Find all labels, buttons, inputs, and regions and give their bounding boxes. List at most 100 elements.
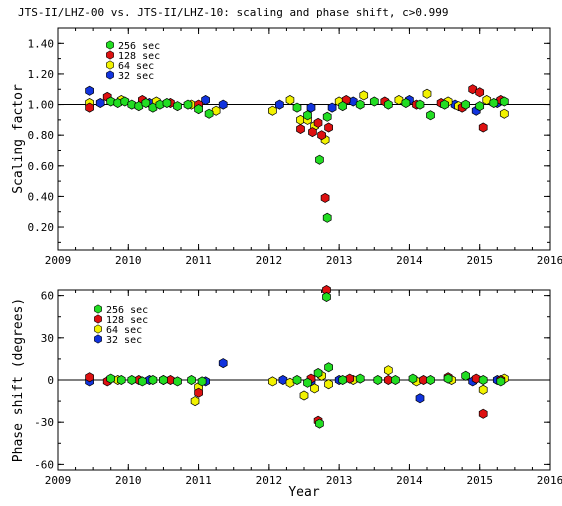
point-256-sec (120, 96, 130, 107)
legend-marker-32-sec (94, 334, 102, 344)
y-tick-label: 0 (47, 374, 54, 387)
point-64-sec (422, 88, 432, 99)
point-256-sec (338, 374, 347, 386)
scaling-x-ticks: 2009 2010 2011 2012 2013 2014 2015 2016 (45, 28, 562, 267)
legend-marker-64-sec (94, 324, 102, 334)
point-256-sec (369, 96, 379, 107)
point-128-sec (478, 408, 488, 419)
legend-marker-256-sec (94, 304, 102, 314)
x-tick-label: 2011 (185, 254, 212, 267)
point-256-sec (415, 99, 425, 110)
phase-y-ticks: -60 -30 0 30 60 (34, 290, 550, 471)
point-64-sec (268, 105, 277, 116)
point-256-sec (194, 104, 203, 115)
point-128-sec (468, 84, 478, 95)
point-32-sec (218, 358, 228, 369)
point-256-sec (338, 101, 347, 112)
point-256-sec (401, 97, 411, 109)
phase-x-ticks: 2009 2010 2011 2012 2013 2014 2015 2016 (45, 290, 562, 487)
point-256-sec (443, 373, 453, 384)
point-256-sec (322, 291, 331, 303)
x-tick-label: 2015 (466, 254, 493, 267)
scaling-points (85, 84, 509, 223)
point-256-sec (141, 97, 151, 109)
point-256-sec (355, 99, 365, 110)
point-256-sec (106, 373, 116, 384)
point-256-sec (148, 374, 158, 386)
x-tick-label: 2009 (45, 474, 72, 487)
point-32-sec (85, 85, 94, 96)
point-64-sec (499, 108, 509, 119)
point-64-sec (359, 90, 369, 101)
point-32-sec (218, 99, 228, 110)
legend-marker-32-sec (106, 70, 114, 80)
x-axis-label: Year (288, 485, 319, 500)
legend-label-64-sec: 64 sec (118, 61, 154, 72)
point-128-sec (308, 127, 317, 138)
point-64-sec (310, 383, 319, 394)
point-256-sec (461, 99, 470, 110)
point-32-sec (415, 393, 425, 404)
point-256-sec (499, 96, 509, 107)
point-256-sec (391, 374, 400, 386)
point-256-sec (162, 97, 172, 109)
x-tick-label: 2013 (326, 254, 353, 267)
x-tick-label: 2011 (185, 474, 212, 487)
point-256-sec (475, 101, 485, 112)
point-256-sec (322, 212, 332, 223)
point-256-sec (315, 154, 324, 165)
point-128-sec (317, 130, 326, 141)
point-32-sec (306, 102, 316, 113)
point-32-sec (95, 97, 105, 109)
legend-label-256-sec: 256 sec (106, 305, 148, 316)
point-128-sec (345, 373, 355, 384)
point-256-sec (303, 377, 312, 388)
legend-label-32-sec: 32 sec (118, 71, 154, 82)
x-tick-label: 2014 (396, 474, 423, 487)
point-64-sec (299, 390, 309, 401)
x-tick-label: 2010 (115, 474, 142, 487)
point-256-sec (187, 374, 196, 386)
point-32-sec (278, 374, 288, 386)
legend-marker-64-sec (106, 60, 114, 70)
x-tick-label: 2015 (466, 474, 493, 487)
legend-marker-128-sec (94, 314, 102, 324)
chart-title: JTS-II/LHZ-00 vs. JTS-II/LHZ-10: scaling… (18, 6, 448, 19)
point-256-sec (138, 376, 147, 387)
point-256-sec (322, 111, 332, 122)
point-256-sec (159, 374, 168, 386)
point-256-sec (183, 99, 193, 110)
point-256-sec (373, 374, 383, 386)
phase-points (85, 284, 509, 429)
point-256-sec (315, 418, 324, 429)
point-32-sec (201, 94, 210, 106)
point-64-sec (478, 384, 488, 395)
point-256-sec (173, 101, 182, 112)
point-128-sec (85, 102, 94, 113)
y-tick-label: 0.40 (28, 190, 55, 203)
point-256-sec (127, 99, 137, 110)
legend-label-32-sec: 32 sec (106, 335, 142, 346)
x-tick-label: 2012 (256, 474, 283, 487)
point-256-sec (426, 374, 435, 386)
scaling-y-axis-label: Scaling factor (11, 84, 26, 194)
point-128-sec (471, 373, 481, 384)
y-tick-label: 0.60 (28, 160, 55, 173)
point-64-sec (394, 94, 404, 106)
point-128-sec (320, 192, 330, 203)
point-256-sec (197, 376, 207, 387)
y-tick-label: 0.20 (28, 221, 55, 234)
point-256-sec (408, 373, 418, 384)
legend-marker-128-sec (106, 50, 114, 60)
point-64-sec (285, 94, 295, 106)
point-64-sec (211, 105, 221, 116)
point-256-sec (116, 374, 126, 386)
y-tick-label: 30 (41, 332, 54, 345)
x-tick-label: 2013 (326, 474, 353, 487)
point-256-sec (324, 362, 333, 373)
scaling-y-ticks: 0.20 0.40 0.60 0.80 1.00 1.20 1.40 (28, 37, 550, 243)
x-tick-label: 2014 (396, 254, 423, 267)
point-32-sec (275, 99, 284, 110)
